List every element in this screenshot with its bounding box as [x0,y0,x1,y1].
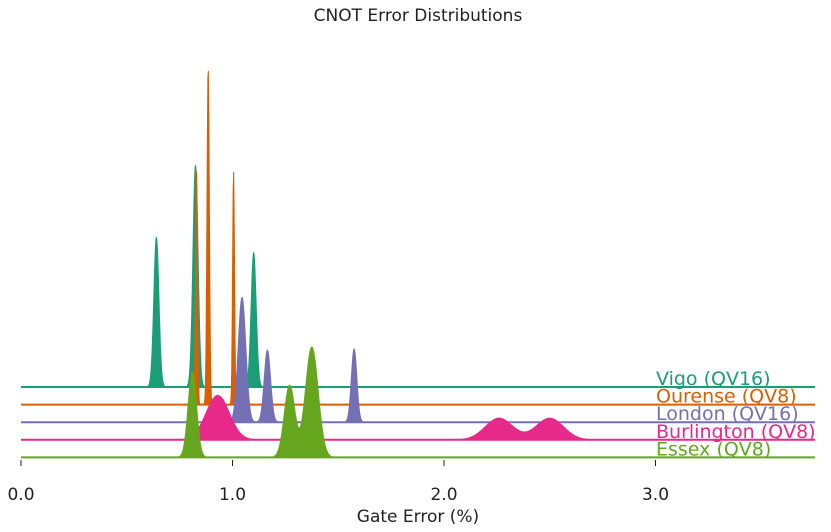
x-tick-label: 2.0 [430,485,457,505]
series-label: Vigo (QV16) [656,368,771,390]
series-label: Burlington (QV8) [656,421,816,443]
series-label: London (QV16) [656,403,799,425]
series-vigo [21,164,815,388]
series-essex [21,346,815,459]
series-label: Ourense (QV8) [656,386,797,408]
series-layer [21,71,815,459]
x-tick-label: 3.0 [642,485,669,505]
series-label-layer: Vigo (QV16)Ourense (QV8)London (QV16)Bur… [656,368,816,460]
density-area [21,71,815,406]
series-burlington [21,394,815,441]
x-tick-label: 0.0 [7,485,34,505]
series-ourense [21,71,815,406]
x-axis-label: Gate Error (%) [357,507,479,527]
x-axis-ticks: 0.0 1.0 2.0 3.0 [7,460,669,505]
density-area [21,164,815,388]
x-tick-label: 1.0 [219,485,246,505]
series-label: Essex (QV8) [656,438,771,460]
chart-title: CNOT Error Distributions [314,6,523,26]
series-london [21,296,815,424]
